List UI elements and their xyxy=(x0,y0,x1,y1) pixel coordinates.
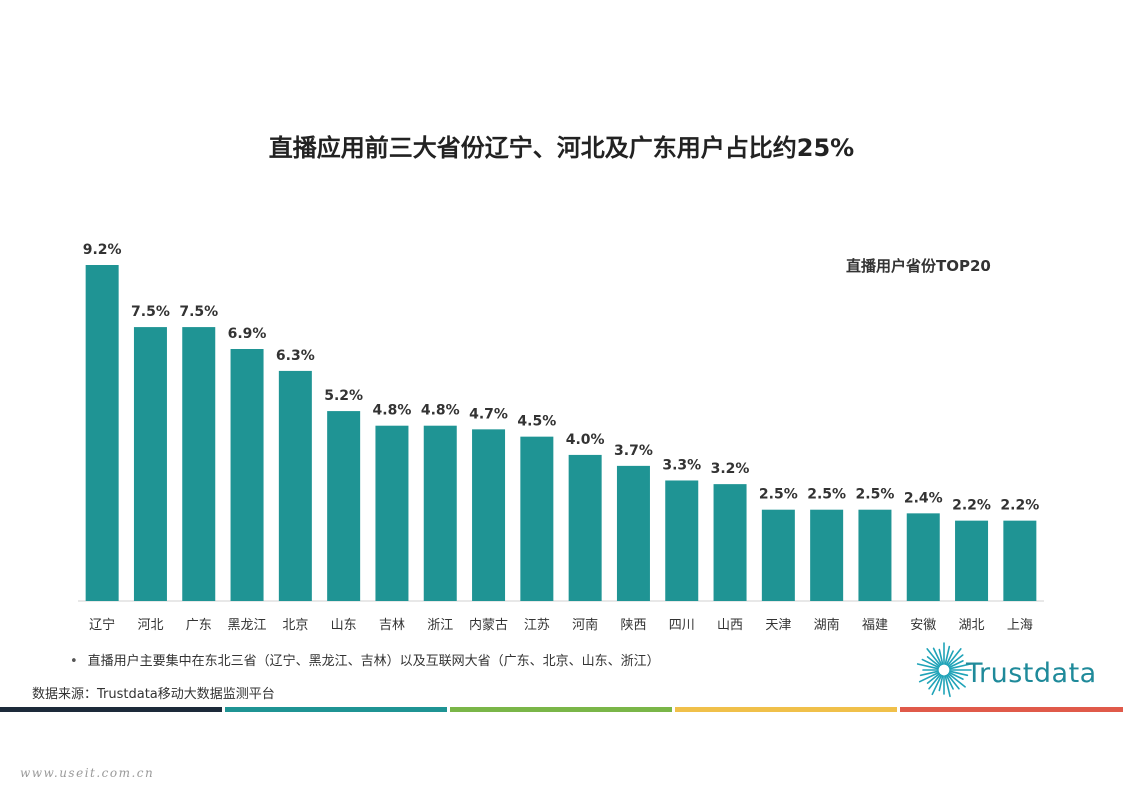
x-tick-label: 山西 xyxy=(717,618,743,633)
data-label: 4.7% xyxy=(469,406,508,422)
x-tick-label: 广东 xyxy=(186,618,212,633)
bar xyxy=(761,509,795,601)
x-tick-label: 吉林 xyxy=(379,618,405,633)
data-label: 2.4% xyxy=(904,490,943,506)
footnote: • 直播用户主要集中在东北三省（辽宁、黑龙江、吉林）以及互联网大省（广东、北京、山… xyxy=(70,650,660,669)
data-label: 7.5% xyxy=(131,304,170,320)
bar xyxy=(182,327,216,601)
x-tick-label: 江苏 xyxy=(524,617,550,633)
data-label: 7.5% xyxy=(179,304,218,320)
x-tick-label: 陕西 xyxy=(620,618,646,633)
bar xyxy=(375,425,409,601)
bar xyxy=(955,520,989,601)
data-label: 2.2% xyxy=(1000,498,1039,514)
stripe-1 xyxy=(0,707,222,712)
bar xyxy=(85,265,119,601)
data-label: 4.5% xyxy=(517,414,556,430)
bar xyxy=(327,411,361,601)
stripe-3 xyxy=(450,707,672,712)
x-tick-label: 河北 xyxy=(137,618,163,633)
data-label: 3.3% xyxy=(662,457,701,473)
data-label: 2.5% xyxy=(807,487,846,503)
x-tick-label: 内蒙古 xyxy=(469,617,508,633)
bar xyxy=(230,349,264,601)
starburst-icon xyxy=(916,642,972,698)
x-tick-label: 黑龙江 xyxy=(228,618,267,633)
bar xyxy=(520,436,554,601)
x-tick-label: 北京 xyxy=(282,618,308,633)
data-label: 4.8% xyxy=(373,403,412,419)
data-label: 4.8% xyxy=(421,403,460,419)
data-label: 3.2% xyxy=(711,461,750,477)
x-tick-label: 四川 xyxy=(669,618,695,633)
trustdata-logo: Trustdata xyxy=(916,640,1116,702)
bar xyxy=(423,425,457,601)
bar xyxy=(906,513,940,601)
x-tick-label: 福建 xyxy=(862,618,888,633)
logo-text: Trustdata xyxy=(966,658,1097,689)
data-label: 2.2% xyxy=(952,498,991,514)
bar xyxy=(278,370,312,601)
data-label: 9.2% xyxy=(83,242,122,258)
x-tick-label: 河南 xyxy=(572,617,598,633)
data-label: 3.7% xyxy=(614,443,653,459)
footnote-text: 直播用户主要集中在东北三省（辽宁、黑龙江、吉林）以及互联网大省（广东、北京、山东… xyxy=(87,654,660,669)
bar xyxy=(616,465,650,601)
x-tick-label: 湖北 xyxy=(959,618,985,633)
data-label: 2.5% xyxy=(856,487,895,503)
data-label: 6.9% xyxy=(228,326,267,342)
x-tick-label: 上海 xyxy=(1007,618,1033,633)
data-label: 2.5% xyxy=(759,487,798,503)
page-title: 直播应用前三大省份辽宁、河北及广东用户占比约25% xyxy=(268,134,855,162)
bullet-icon: • xyxy=(70,654,78,669)
bar xyxy=(665,480,699,601)
x-tick-label: 湖南 xyxy=(814,617,840,633)
x-tick-label: 山东 xyxy=(331,618,357,633)
bar-chart: 9.2% 辽宁 7.5% 河北 7.5% 广东 6.9% 黑龙江 6.3% 北京 5.2% 山东 4.8… xyxy=(78,242,1044,633)
bar xyxy=(858,509,892,601)
x-tick-label: 浙江 xyxy=(427,618,453,633)
data-label: 4.0% xyxy=(566,432,605,448)
stripe-2 xyxy=(225,707,447,712)
bar xyxy=(810,509,844,601)
bar xyxy=(1003,520,1037,601)
bar xyxy=(472,429,506,601)
x-tick-label: 辽宁 xyxy=(89,617,115,633)
chart-subtitle: 直播用户省份TOP20 xyxy=(846,257,991,275)
stripe-5 xyxy=(900,707,1123,712)
watermark: www.useit.com.cn xyxy=(20,766,155,780)
x-tick-label: 安徽 xyxy=(910,618,936,633)
color-stripes xyxy=(0,707,1123,712)
bar xyxy=(568,454,602,601)
stripe-4 xyxy=(675,707,897,712)
data-source: 数据来源：Trustdata移动大数据监测平台 xyxy=(32,687,275,702)
x-tick-label: 天津 xyxy=(765,618,791,633)
bar xyxy=(713,484,747,601)
data-label: 6.3% xyxy=(276,348,315,364)
data-label: 5.2% xyxy=(324,388,363,404)
bar xyxy=(133,327,167,601)
